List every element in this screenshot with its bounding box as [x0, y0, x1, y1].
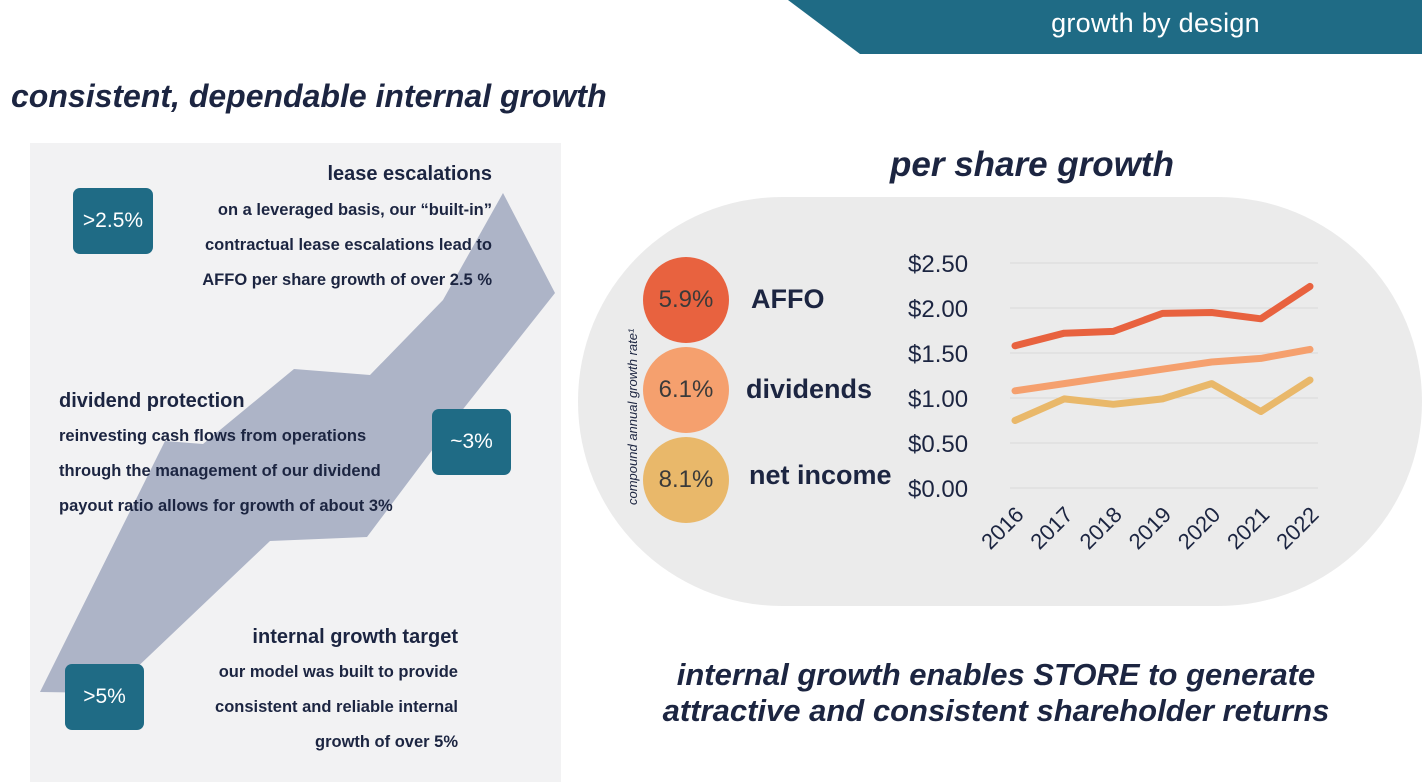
- x-tick-label: 2022: [1271, 502, 1323, 554]
- internal-growth-target-badge: >5%: [65, 664, 144, 730]
- lease-escalations-text: on a leveraged basis, our “built-in” con…: [202, 201, 492, 289]
- y-tick-label: $2.50: [908, 251, 968, 278]
- lease-escalation-badge: >2.5%: [73, 188, 153, 254]
- series-line-2: [1011, 376, 1314, 424]
- growth-arrow-icon: [40, 193, 555, 693]
- affo-label: AFFO: [751, 284, 825, 314]
- footer-statement: internal growth enables STORE to generat…: [662, 657, 1330, 728]
- lease-escalations-title: lease escalations: [327, 163, 492, 185]
- affo-cagr-circle: 5.9%: [643, 257, 729, 343]
- internal-growth-target-title: internal growth target: [252, 626, 458, 648]
- net-income-cagr-circle: 8.1%: [643, 437, 729, 523]
- dividends-cagr-circle: 6.1%: [643, 347, 729, 433]
- y-tick-label: $1.00: [908, 386, 968, 413]
- series-line-1: [1011, 345, 1314, 395]
- series-line-0: [1011, 282, 1314, 350]
- dividend-protection-badge: ~3%: [432, 409, 511, 475]
- x-tick-label: 2021: [1222, 502, 1274, 554]
- x-tick-label: 2019: [1124, 502, 1176, 554]
- y-tick-label: $0.50: [908, 431, 968, 458]
- x-tick-label: 2020: [1173, 502, 1225, 554]
- internal-growth-target-text: our model was built to provide consisten…: [215, 663, 458, 751]
- header-banner: [788, 0, 1422, 54]
- x-tick-label: 2018: [1075, 502, 1127, 554]
- dividend-protection-text: reinvesting cash flows from operations t…: [59, 427, 393, 515]
- y-tick-label: $1.50: [908, 341, 968, 368]
- per-share-line-chart: $0.00$0.50$1.00$1.50$2.00$2.502016201720…: [908, 251, 1324, 554]
- banner-title: growth by design: [1051, 8, 1260, 38]
- net-income-label: net income: [749, 460, 892, 490]
- y-tick-label: $2.00: [908, 296, 968, 323]
- dividends-label: dividends: [746, 374, 873, 404]
- x-tick-label: 2017: [1025, 502, 1077, 554]
- cagr-axis-label: compound annual growth rate¹: [625, 328, 640, 505]
- y-tick-label: $0.00: [908, 476, 968, 503]
- x-tick-label: 2016: [976, 502, 1028, 554]
- dividend-protection-title: dividend protection: [59, 390, 245, 412]
- per-share-growth-title: per share growth: [890, 145, 1174, 184]
- page-title: consistent, dependable internal growth: [11, 78, 607, 114]
